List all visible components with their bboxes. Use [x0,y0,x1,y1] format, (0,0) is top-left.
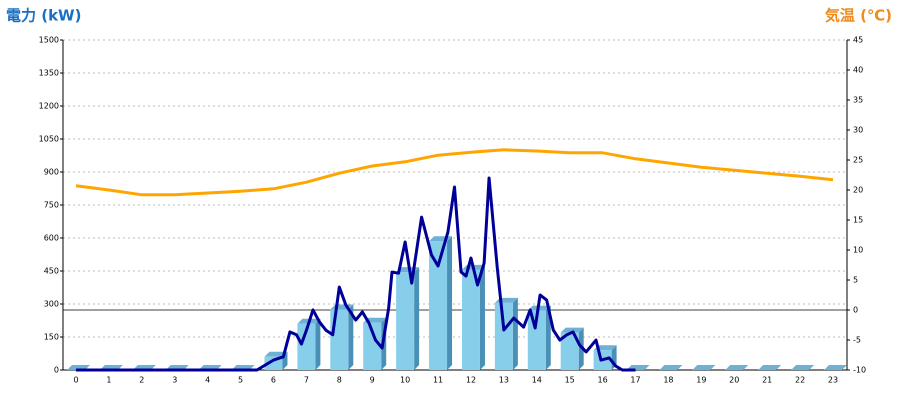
x-tick-label: 2 [139,376,144,385]
line [75,148,834,197]
x-tick-label: 7 [304,376,309,385]
x-tick-label: 4 [205,376,210,385]
x-tick-label: 21 [762,376,772,385]
y-tick-label: 300 [44,300,59,309]
bar [461,269,480,370]
x-tick-label: 18 [663,376,673,385]
bar-side [545,305,551,370]
bar [297,323,316,370]
bar-top [725,365,749,370]
bar [363,322,382,370]
x-tick-label: 16 [598,376,608,385]
bar-top [758,365,782,370]
y-tick-label: 450 [44,267,59,276]
y2-tick-label: 0 [853,306,858,315]
y-tick-label: 900 [44,168,59,177]
bar-top [824,365,847,370]
y-tick-label: 1500 [39,36,59,45]
y-tick-label: 750 [44,201,59,210]
y2-tick-label: 30 [853,126,863,135]
left-axis-title: 電力 (kW) [6,7,81,25]
x-tick-label: 15 [565,376,575,385]
y-tick-label: 150 [44,333,59,342]
bar-top [560,327,584,333]
x-tick-label: 12 [466,376,476,385]
x-tick-label: 19 [696,376,706,385]
y-tick-label: 1350 [39,69,59,78]
bar-side [348,304,354,370]
x-tick-label: 3 [172,376,177,385]
bar-side [447,236,453,370]
x-tick-label: 1 [106,376,111,385]
right-axis-title: 気温 (℃) [825,7,892,25]
x-tick-label: 22 [795,376,805,385]
x-tick-label: 6 [271,376,276,385]
y-tick-label: 1050 [39,135,59,144]
y-tick-label: 0 [54,366,59,375]
y2-tick-label: 5 [853,276,858,285]
x-tick-label: 20 [729,376,739,385]
line [76,176,636,372]
y2-tick-label: 20 [853,186,863,195]
bar-top [791,365,815,370]
bar-side [414,267,420,370]
x-tick-label: 23 [828,376,838,385]
x-tick-label: 5 [238,376,243,385]
bar [330,309,349,370]
bar-side [479,264,485,370]
y2-tick-label: -10 [853,366,866,375]
x-tick-label: 8 [337,376,342,385]
y2-tick-label: 15 [853,216,863,225]
bar-side [512,297,518,370]
bar [560,332,579,370]
bar-top [692,365,716,370]
bar-top [659,365,683,370]
bar-top [264,351,288,357]
bar [527,310,546,370]
y2-tick-label: 45 [853,36,863,45]
y2-tick-label: 35 [853,96,863,105]
y2-tick-label: 25 [853,156,863,165]
x-tick-label: 0 [73,376,78,385]
y-tick-label: 1200 [39,102,59,111]
x-tick-label: 17 [630,376,640,385]
y2-tick-label: -5 [853,336,861,345]
y2-tick-label: 10 [853,246,863,255]
bar-side [315,318,321,370]
x-tick-label: 9 [370,376,375,385]
x-tick-label: 11 [433,376,443,385]
y2-tick-label: 40 [853,66,863,75]
x-tick-label: 10 [400,376,410,385]
bar [429,241,448,370]
x-tick-label: 14 [532,376,542,385]
bar [396,272,415,370]
bar [494,302,513,370]
y-tick-label: 600 [44,234,59,243]
x-tick-label: 13 [499,376,509,385]
